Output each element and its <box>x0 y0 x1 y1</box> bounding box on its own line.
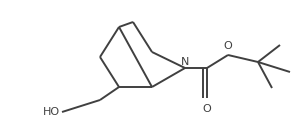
Text: O: O <box>224 41 232 51</box>
Text: N: N <box>181 57 189 67</box>
Text: O: O <box>203 104 211 114</box>
Text: HO: HO <box>43 107 60 117</box>
